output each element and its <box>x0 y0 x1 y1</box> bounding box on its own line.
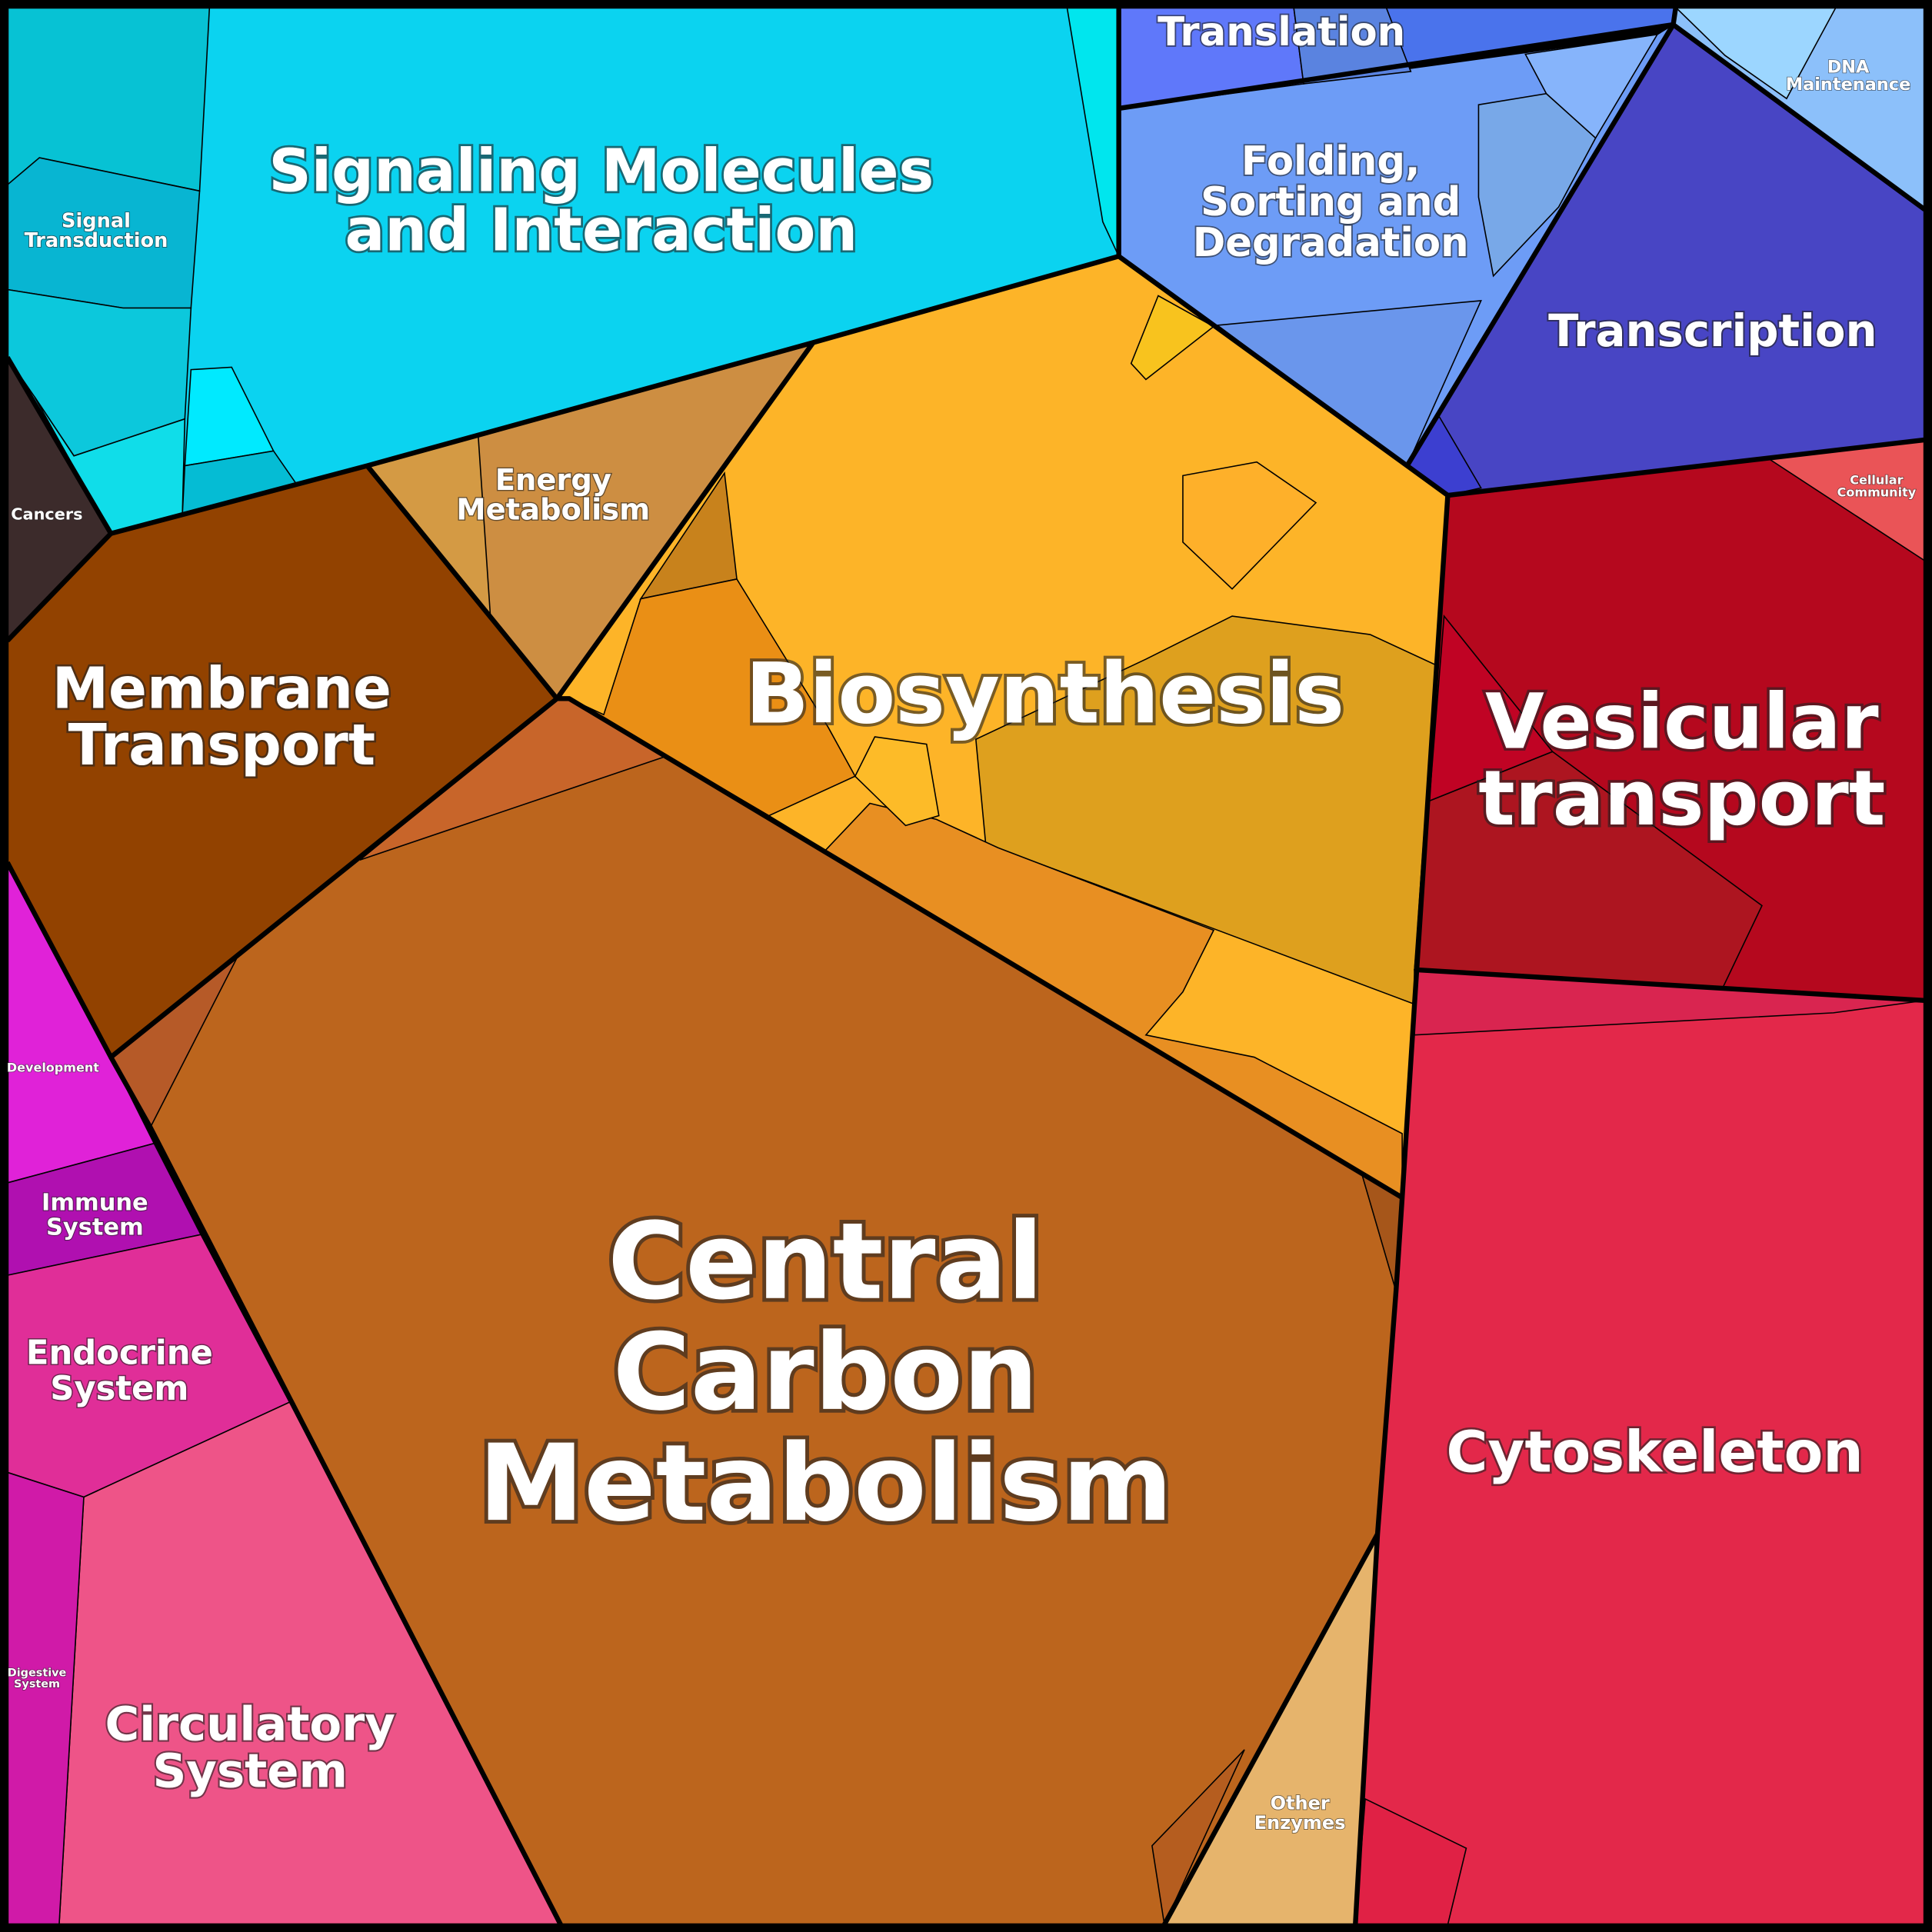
cells <box>6 6 1926 1927</box>
region-label: Folding, <box>1241 138 1421 185</box>
region-label: System <box>152 1744 348 1799</box>
region-label: Development <box>7 1060 99 1074</box>
region-label: Transduction <box>25 229 168 252</box>
region-label: Signaling Molecules <box>268 137 934 205</box>
region-label: Enzymes <box>1254 1812 1346 1834</box>
cell <box>1182 461 1317 590</box>
region-label: Translation <box>1158 9 1405 55</box>
region-label: Cancers <box>11 505 82 524</box>
region-label: Maintenance <box>1786 75 1910 95</box>
border <box>108 1055 563 1926</box>
region-label: System <box>14 1678 60 1690</box>
region-label: DNA <box>1827 58 1870 78</box>
region-label: Immune <box>42 1190 148 1217</box>
cell <box>1130 295 1215 381</box>
group-borders <box>3 3 1929 1929</box>
border <box>1162 1533 1380 1926</box>
region-label: System <box>46 1214 144 1241</box>
region-label: Community <box>1837 485 1917 499</box>
region-label: transport <box>1478 754 1885 843</box>
region-label: Transcription <box>1548 305 1877 357</box>
border <box>1117 254 1451 1925</box>
border <box>1118 7 1678 112</box>
border <box>5 464 560 1060</box>
border <box>5 7 1121 536</box>
region-label: Energy <box>495 463 611 498</box>
cell <box>854 736 940 827</box>
border <box>5 531 113 643</box>
cell <box>1151 1749 1245 1927</box>
region-label: Degradation <box>1193 220 1469 266</box>
region-label: Membrane <box>52 656 391 721</box>
region-label: Central <box>608 1201 1044 1324</box>
cell <box>1524 33 1659 139</box>
region-label: Sorting and <box>1201 179 1461 225</box>
region-label: Cellular <box>1850 472 1903 487</box>
region-label: Digestive <box>8 1667 67 1680</box>
outer-border <box>3 3 1929 1929</box>
region-label: System <box>50 1370 188 1408</box>
region-label: Vesicular <box>1485 678 1879 767</box>
region-label: Other <box>1271 1792 1330 1814</box>
region-label: Biosynthesis <box>745 645 1344 743</box>
region-label: Signal <box>62 209 131 232</box>
border <box>1414 967 1925 1004</box>
cell <box>568 578 856 817</box>
region-label: Metabolism <box>456 492 650 527</box>
region-label: and Interaction <box>345 196 858 265</box>
border <box>554 341 1404 1200</box>
border <box>1447 437 1925 498</box>
region-label: Endocrine <box>26 1334 213 1373</box>
region-label: Cytoskeleton <box>1446 1421 1863 1486</box>
region-label: Carbon <box>613 1311 1038 1434</box>
region-label: Circulatory <box>105 1697 395 1752</box>
region-label: Metabolism <box>478 1422 1173 1545</box>
region-label: Transport <box>68 713 376 778</box>
cell <box>1428 614 1554 802</box>
